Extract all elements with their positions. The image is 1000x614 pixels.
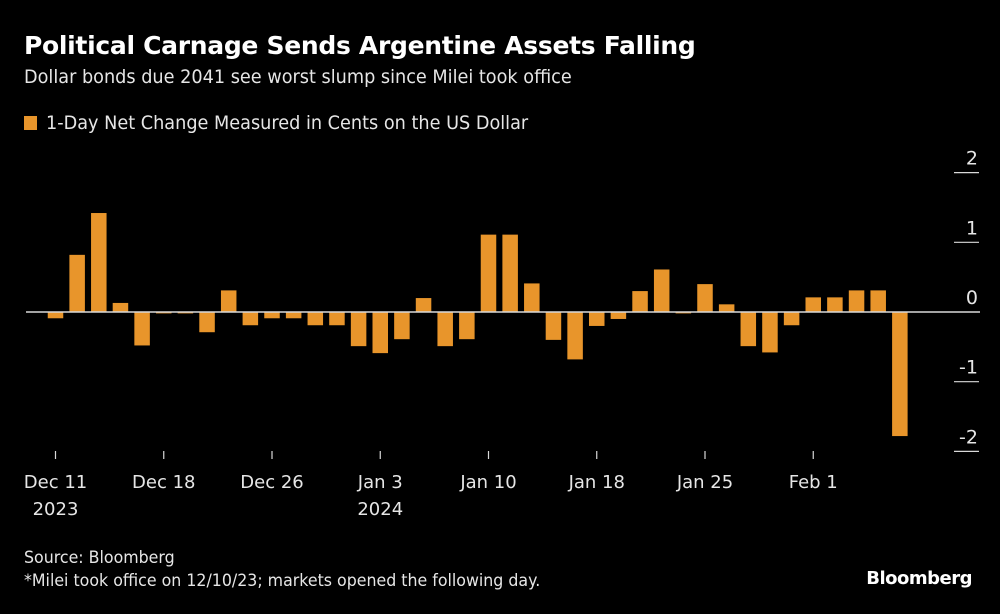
x-tick-label: Jan 18 xyxy=(568,472,625,493)
bar xyxy=(589,312,605,326)
x-tick-label: Jan 25 xyxy=(676,472,733,493)
bar xyxy=(805,297,821,312)
bar xyxy=(567,312,583,360)
x-tick-year-label: 2023 xyxy=(33,499,79,520)
bar xyxy=(870,290,886,312)
y-tick-label: 1 xyxy=(966,217,978,239)
bar xyxy=(632,291,648,312)
bloomberg-logo: Bloomberg xyxy=(866,568,972,589)
bar xyxy=(199,312,215,333)
x-tick-year-label: 2024 xyxy=(357,499,403,520)
y-tick-label: 0 xyxy=(966,287,978,309)
x-tick-label: Jan 3 xyxy=(357,472,403,493)
bar xyxy=(220,290,237,312)
bar xyxy=(502,234,518,312)
bar xyxy=(480,234,497,312)
bar xyxy=(285,312,302,319)
bar xyxy=(307,312,324,326)
chart-title: Political Carnage Sends Argentine Assets… xyxy=(24,31,696,60)
y-tick-label: -1 xyxy=(959,357,978,379)
bar xyxy=(653,269,670,312)
footnote: *Milei took office on 12/10/23; markets … xyxy=(24,571,541,591)
x-tick-label: Dec 26 xyxy=(240,472,303,493)
bar xyxy=(91,213,107,312)
x-tick-label: Jan 10 xyxy=(459,472,516,493)
bar xyxy=(69,254,85,312)
legend-label: 1-Day Net Change Measured in Cents on th… xyxy=(46,112,529,134)
bar xyxy=(697,284,713,312)
bar xyxy=(545,312,562,340)
bar xyxy=(264,312,280,319)
bar xyxy=(783,312,800,326)
bar xyxy=(610,312,627,319)
y-axis: 2 1 0 -1 -2 xyxy=(954,148,979,452)
source-note: Source: Bloomberg xyxy=(24,548,175,568)
x-axis: Dec 11 2023 Dec 18 Dec 26 Jan 3 2024 Jan 10 Jan… xyxy=(24,451,838,520)
y-tick-label: 2 xyxy=(966,148,978,170)
x-tick-label: Feb 1 xyxy=(789,472,838,493)
x-tick-label: Dec 18 xyxy=(132,472,195,493)
chart-subtitle: Dollar bonds due 2041 see worst slump si… xyxy=(24,66,572,88)
bar xyxy=(524,283,540,312)
bar xyxy=(762,312,778,353)
legend-swatch xyxy=(24,116,37,130)
bar xyxy=(892,312,908,437)
bar xyxy=(372,312,388,354)
x-tick-label: Dec 11 xyxy=(24,472,87,493)
bar xyxy=(329,312,345,326)
bar xyxy=(134,312,150,346)
bar xyxy=(112,302,129,312)
bar xyxy=(394,312,410,340)
bar xyxy=(437,312,453,347)
bar xyxy=(459,312,475,340)
bar xyxy=(740,312,757,347)
bars-group xyxy=(47,213,908,437)
y-tick-label: -2 xyxy=(959,426,978,448)
bar xyxy=(415,298,432,312)
legend: 1-Day Net Change Measured in Cents on th… xyxy=(24,112,564,134)
bar xyxy=(47,312,64,319)
bar xyxy=(350,312,367,347)
bar xyxy=(848,290,865,312)
bar xyxy=(718,304,735,312)
bar xyxy=(827,297,843,312)
bar xyxy=(242,312,259,326)
